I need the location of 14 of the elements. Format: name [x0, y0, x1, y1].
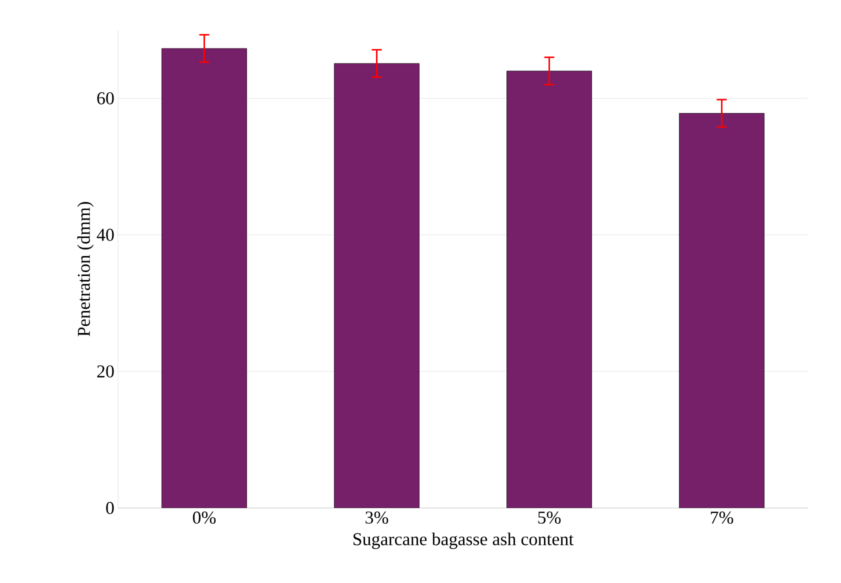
x-tick-label: 5% — [538, 512, 561, 524]
x-tick-label: 7% — [710, 512, 734, 524]
x-tick-label: 3% — [366, 512, 388, 524]
y-tick-label: 40 — [96, 228, 114, 241]
bar — [334, 63, 420, 508]
y-tick-label: 20 — [97, 365, 114, 378]
bar — [506, 70, 592, 508]
y-tick-label: 0 — [106, 502, 114, 514]
x-axis-title: Sugarcane bagasse ash content — [354, 532, 574, 549]
y-axis-title: Penetration (dmm) — [77, 202, 94, 336]
y-tick-label: 60 — [97, 92, 114, 104]
bar — [679, 113, 764, 508]
x-tick-label: 0% — [192, 512, 216, 524]
bar — [162, 48, 247, 508]
